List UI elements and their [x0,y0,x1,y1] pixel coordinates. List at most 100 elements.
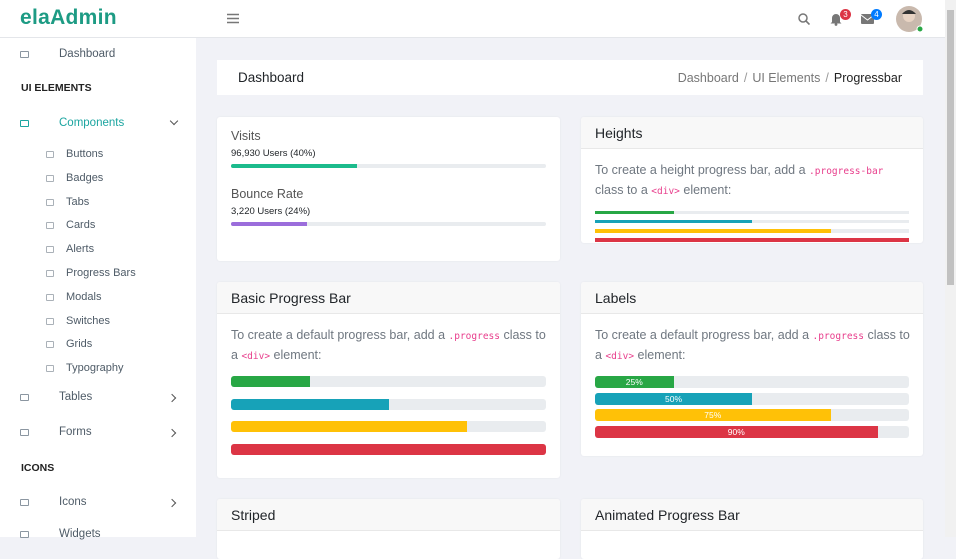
card-title: Basic Progress Bar [217,282,560,314]
progress-label: 50% [664,393,682,404]
card-title: Labels [581,282,923,314]
breadcrumb-item[interactable]: UI Elements [752,71,821,85]
card: Animated Progress Bar [581,499,923,559]
progress-track [595,229,909,233]
progress-bar [231,164,357,168]
progress-track [231,421,546,432]
breadcrumb-separator: / [743,71,748,85]
nav-subitem[interactable]: Grids [66,338,93,351]
progress-bar [231,398,389,410]
progress-track: 75% [595,409,909,422]
code-snippet: <div> [241,351,271,362]
page-title-bar: Dashboard Dashboard / UI Elements / Progress… [217,60,923,95]
nav-icon [20,499,29,506]
progress-bar: 75% [595,409,831,422]
nav-icon [46,222,54,230]
nav-icon [46,270,54,277]
progress-label: 75% [704,410,722,421]
progress-track: 50% [595,392,909,405]
nav-icon [46,317,54,325]
chevron [167,428,177,438]
progress-track [595,211,909,214]
message-badge: 4 [871,9,882,20]
nav-icon [46,341,54,349]
progress-bar [595,220,752,223]
progress-bar [595,211,674,214]
nav-icon [46,174,54,182]
nav-item[interactable]: Widgets [59,528,101,540]
progress-track [231,376,546,387]
nav-icon [20,394,29,401]
text: To create a default progress bar, add a [595,328,813,342]
brand[interactable]: elaAdmin [20,6,117,29]
nav-subitem[interactable]: Progress Bars [66,267,136,279]
page-title: Dashboard [238,70,305,85]
progress-label: 25% [625,377,643,387]
progress-track [231,222,546,226]
section-header: ICONS [21,462,55,474]
progress-bar [231,376,310,387]
chevron [167,393,177,403]
nav-subitem[interactable]: Cards [66,219,96,232]
card-description: To create a height progress bar, add a .… [595,161,913,201]
breadcrumb-separator: / [825,71,829,85]
top-bar: elaAdmin 3 4 [0,0,945,38]
text: class to a [595,328,910,362]
card: Heights To create a height progress bar, … [581,117,923,243]
nav-subitem[interactable]: Tabs [66,195,90,208]
search-icon[interactable] [798,13,810,25]
chevron [167,498,177,508]
card: Striped [217,499,560,559]
progress-track [595,220,909,223]
progress-bar: 25% [595,376,674,388]
progress-bar [595,238,909,242]
card-description: To create a default progress bar, add a … [595,326,913,366]
scrollbar[interactable] [945,0,956,537]
nav-item[interactable]: Tables [59,391,93,403]
code-snippet: <div> [651,186,680,197]
nav-icon [46,365,54,373]
text: To create a height progress bar, add a [595,163,810,177]
progress-bar: 50% [595,392,752,405]
stats-card: Visits 96,930 Users (40%) Bounce Rate 3,220… [217,117,560,261]
code-snippet: <div> [605,351,635,362]
nav-subitem[interactable]: Badges [66,171,104,184]
text: element: [679,183,732,197]
nav-item[interactable]: Forms [59,426,92,438]
progress-bar [231,421,468,432]
nav-icon [20,51,29,58]
nav-subitem[interactable]: Switches [66,314,111,327]
nav-item[interactable]: Components [59,117,125,129]
progress-bar [231,222,307,226]
progress-track: 25% [595,376,909,388]
card-title: Animated Progress Bar [581,499,923,531]
breadcrumb-item: Progressbar [833,71,902,85]
nav-icon [20,120,29,127]
code-snippet: .progress [448,331,500,342]
nav-subitem[interactable]: Alerts [66,243,95,256]
nav-item[interactable]: Dashboard [59,48,116,60]
progress-bar [595,229,831,233]
card-title: Striped [217,499,560,531]
avatar[interactable] [895,5,925,35]
nav-subitem[interactable]: Buttons [66,148,104,160]
bell-icon[interactable] [830,13,842,26]
card: Basic Progress Bar To create a default pr… [217,282,560,478]
text: element: [634,348,686,362]
card-title: Heights [581,117,923,149]
stat-detail: 3,220 Users (24%) [231,206,311,217]
progress-track [231,443,546,455]
code-snippet: .progress-bar [809,166,884,177]
nav-item[interactable]: Icons [59,496,87,508]
nav-icon [46,151,54,158]
sidebar: Dashboard UI ELEMENTS Components Buttons Bad… [0,38,196,540]
progress-track [231,398,546,410]
menu-toggle[interactable] [227,13,239,24]
nav-subitem[interactable]: Modals [66,290,102,303]
nav-subitem[interactable]: Typography [66,362,124,375]
breadcrumb-item[interactable]: Dashboard [677,71,739,85]
section-header: UI ELEMENTS [21,82,92,94]
progress-track [595,238,909,242]
progress-bar: 90% [595,425,878,438]
